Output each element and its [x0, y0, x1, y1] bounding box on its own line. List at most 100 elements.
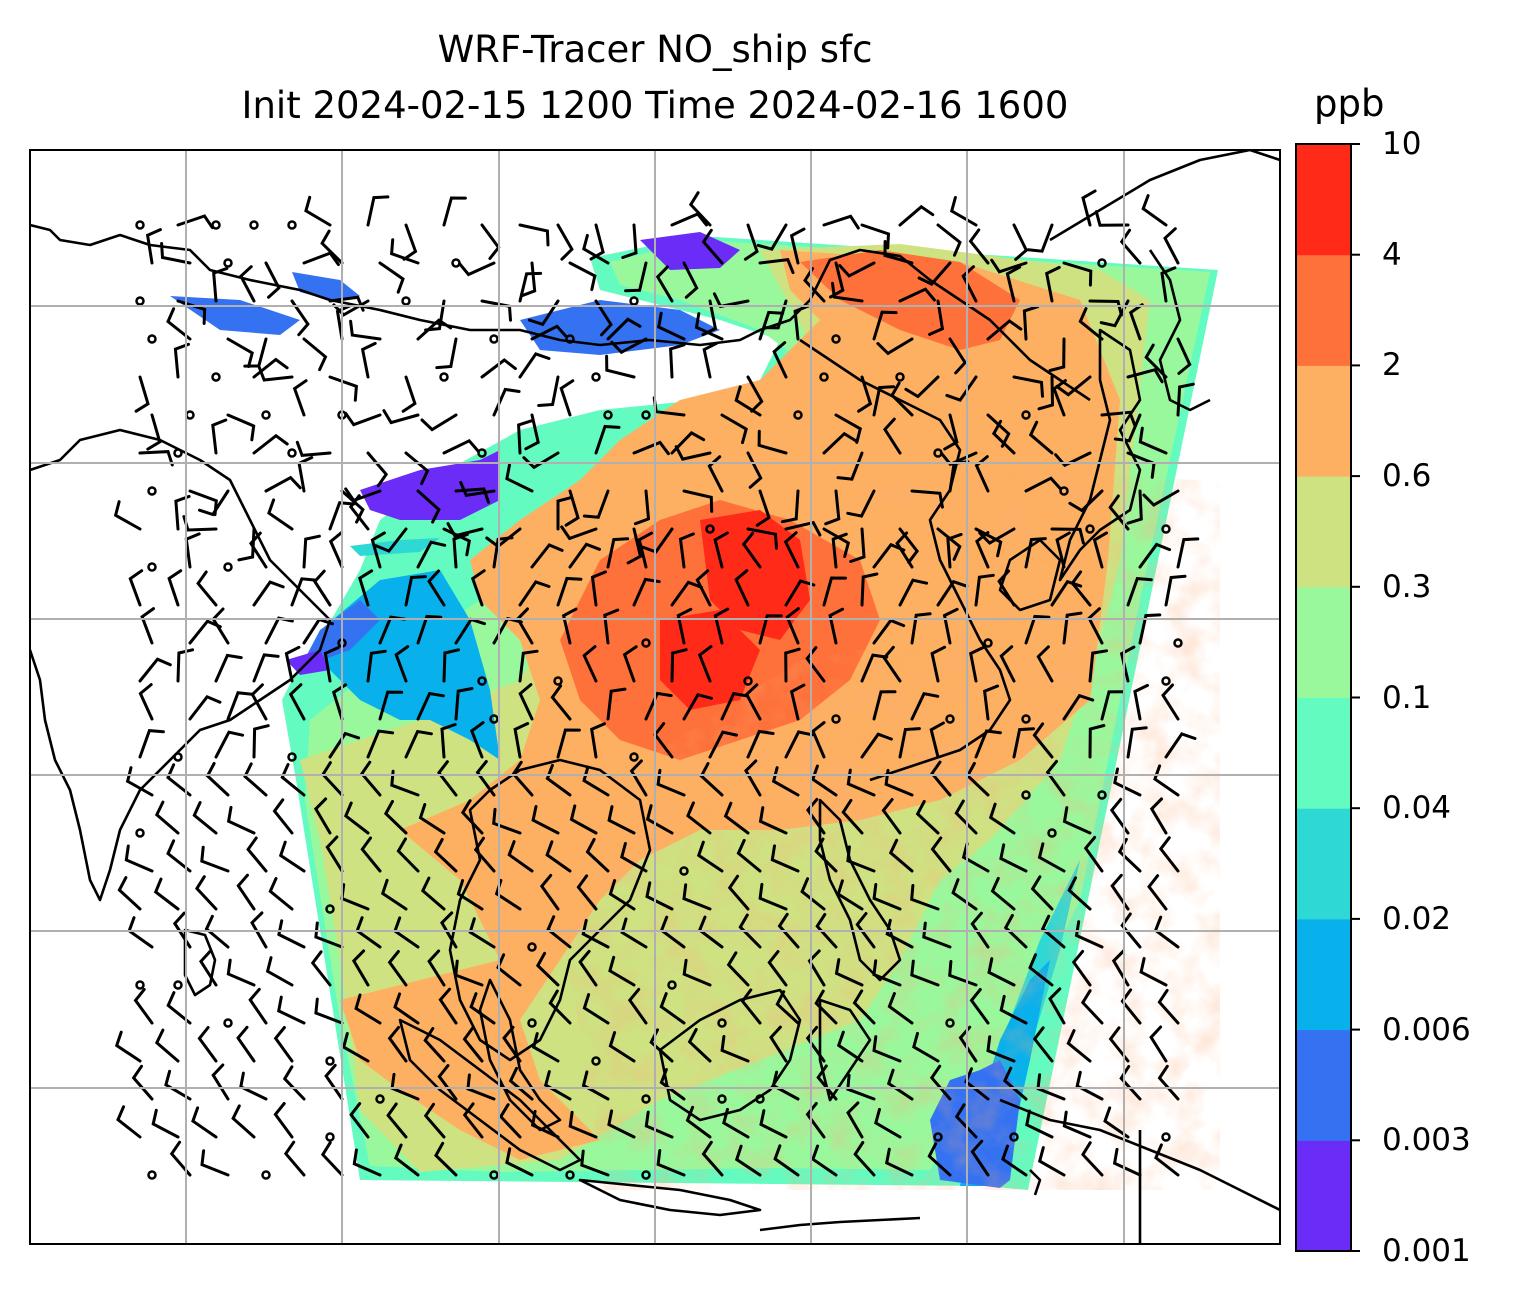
wind-barb-619: [236, 1025, 256, 1063]
wind-barb-248: [1050, 527, 1085, 545]
calm-circle-330: [983, 638, 993, 648]
wind-barb-186: [822, 431, 858, 455]
wind-barb-641: [1066, 1029, 1092, 1063]
wind-barb-94: [530, 324, 568, 341]
wind-barb-623: [387, 1025, 408, 1063]
calm-circle-347: [553, 676, 563, 686]
wind-barb-627: [531, 1032, 560, 1063]
wind-barb-79: [1005, 265, 1022, 303]
wind-barb-496: [888, 838, 914, 873]
wind-barb-184: [746, 451, 763, 489]
wind-barb-485: [473, 836, 496, 873]
colorbar-segment-1: [1296, 1029, 1351, 1141]
wind-barb-303: [997, 569, 1016, 607]
wind-barb-600: [582, 993, 610, 1025]
wind-barb-179: [522, 451, 560, 470]
wind-barb-615: [1157, 988, 1180, 1025]
wind-barb-725: [1081, 1141, 1104, 1177]
wind-barb-404: [590, 722, 606, 759]
wind-barb-13: [621, 223, 638, 259]
wind-barb-29: [160, 242, 192, 265]
wind-barb-106: [986, 319, 1023, 341]
colorbar-segment-0: [1296, 1140, 1351, 1252]
calm-circle-695: [1009, 1132, 1019, 1142]
wind-barb-544: [581, 918, 610, 949]
wind-barb-593: [314, 997, 344, 1025]
wind-barb-126: [669, 343, 686, 379]
wind-barb-250: [1108, 494, 1130, 531]
wind-barb-416: [1032, 722, 1054, 759]
wind-barb-236: [560, 525, 598, 541]
wind-barb-243: [849, 527, 866, 563]
wind-barb-687: [685, 1105, 712, 1139]
wind-barb-244: [898, 527, 919, 564]
calm-circle-542: [527, 942, 537, 952]
wind-barb-348: [582, 645, 598, 683]
wind-barb-285: [312, 569, 332, 607]
wind-barb-592: [277, 995, 306, 1025]
wind-barb-168: [138, 450, 174, 467]
calm-circle-196: [147, 486, 157, 496]
calm-circle-677: [325, 1132, 335, 1142]
wind-barb-383: [872, 690, 897, 721]
wind-barb-459: [531, 805, 560, 835]
wind-barb-11: [556, 223, 574, 261]
wind-barb-174: [366, 451, 389, 488]
wind-barb-450: [192, 801, 218, 835]
wind-barb-480: [278, 840, 306, 873]
wind-barb-27: [1141, 194, 1168, 227]
wind-barb-276: [1055, 531, 1071, 569]
wind-barb-107: [1022, 305, 1040, 341]
wind-barb-123: [537, 375, 560, 407]
wind-barb-85: [166, 307, 192, 341]
wind-barb-193: [1054, 451, 1092, 468]
wind-barb-581: [910, 959, 940, 987]
wind-barb-689: [759, 1109, 788, 1139]
wind-barb-394: [214, 730, 245, 759]
wind-barb-595: [393, 992, 420, 1025]
wind-barb-43: [701, 228, 724, 265]
wind-barb-81: [1088, 299, 1123, 317]
wind-barb-291: [556, 576, 583, 607]
wind-barb-428: [437, 760, 458, 797]
wind-barb-128: [746, 375, 764, 413]
wind-barb-231: [374, 527, 408, 553]
wind-barb-656: [581, 1070, 610, 1101]
calm-circle-251: [1161, 524, 1171, 534]
calm-circle-699: [1161, 1132, 1171, 1142]
wind-barb-260: [452, 533, 469, 569]
wind-barb-523: [836, 879, 864, 911]
calm-circle-120: [439, 372, 449, 382]
wind-barb-611: [999, 994, 1028, 1025]
colorbar-segment-6: [1296, 476, 1351, 588]
wind-barb-596: [438, 987, 458, 1025]
wind-barb-206: [505, 463, 534, 493]
wind-barb-507: [236, 873, 256, 911]
wind-barb-140: [146, 413, 162, 451]
calm-circle-445: [1097, 790, 1107, 800]
wind-barb-280: [128, 569, 144, 607]
wind-barb-484: [433, 838, 458, 873]
wind-barb-587: [1139, 957, 1168, 987]
wind-barb-578: [807, 949, 826, 987]
calm-circle-2: [211, 220, 221, 230]
wind-barb-686: [644, 1110, 674, 1139]
wind-barb-308: [140, 607, 155, 645]
wind-barb-134: [945, 375, 978, 402]
colorbar-tick-label-10: 10: [1382, 126, 1422, 162]
wind-barb-222: [1126, 489, 1143, 525]
wind-barb-10: [518, 223, 550, 247]
wind-barb-83: [1160, 266, 1177, 303]
wind-barb-634: [805, 1025, 826, 1063]
wind-barb-104: [876, 337, 914, 356]
calm-circle-509: [325, 904, 335, 914]
wind-barb-290: [518, 580, 551, 607]
wind-barb-597: [469, 992, 496, 1025]
wind-barb-75: [831, 281, 864, 303]
wind-barb-423: [243, 762, 268, 797]
wind-barb-617: [154, 1028, 180, 1063]
wind-barb-131: [857, 375, 873, 413]
wind-barb-719: [853, 1141, 876, 1177]
wind-barb-284: [290, 577, 318, 607]
wind-barb-342: [366, 649, 387, 683]
